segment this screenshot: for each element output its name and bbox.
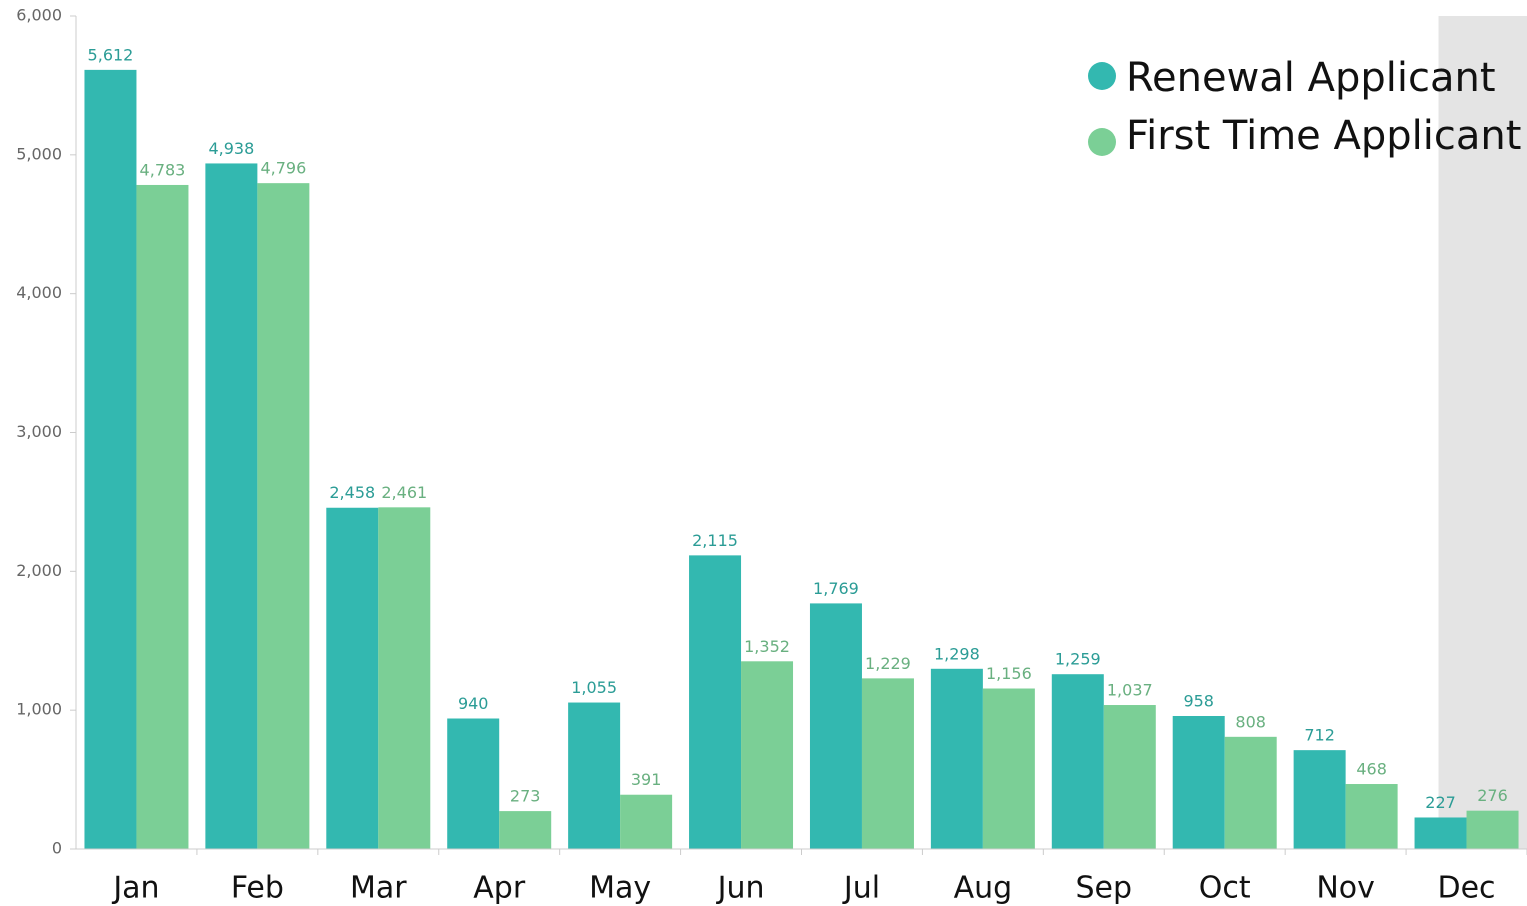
y-tick-label: 4,000 [16, 283, 62, 302]
value-label: 940 [458, 694, 489, 713]
y-tick-label: 3,000 [16, 422, 62, 441]
bar [982, 688, 1035, 849]
bar [861, 678, 914, 849]
bar [620, 794, 673, 849]
x-tick-label: Nov [1316, 871, 1375, 906]
value-label: 4,938 [208, 139, 254, 158]
bar [568, 702, 621, 849]
value-label: 712 [1304, 726, 1335, 745]
y-tick-label: 2,000 [16, 561, 62, 580]
value-label: 2,115 [692, 531, 738, 550]
x-tick-label: Apr [473, 871, 526, 906]
y-tick-label: 6,000 [16, 6, 62, 25]
y-tick-label: 0 [52, 839, 62, 858]
bar [741, 661, 794, 849]
x-tick-label: Feb [231, 871, 284, 906]
bar [447, 718, 500, 849]
bar [499, 811, 552, 849]
bar [84, 69, 137, 850]
value-label: 2,461 [381, 483, 427, 502]
highlight-band [1438, 16, 1527, 849]
legend-label: Renewal Applicant [1126, 55, 1496, 101]
bar [205, 163, 258, 850]
bar [1414, 817, 1467, 849]
value-label: 1,156 [986, 664, 1032, 683]
x-tick-label: Mar [350, 871, 407, 906]
bar [378, 507, 431, 849]
bar [1345, 784, 1398, 849]
bar [1466, 810, 1519, 849]
x-tick-label: Jan [111, 871, 159, 906]
x-tick-label: Jul [842, 871, 880, 906]
value-label: 5,612 [88, 45, 134, 64]
value-label: 1,259 [1055, 650, 1101, 669]
value-label: 1,298 [934, 644, 980, 663]
bar [257, 183, 310, 849]
x-tick-label: Jun [716, 871, 765, 906]
value-label: 227 [1425, 793, 1456, 812]
y-tick-label: 5,000 [16, 144, 62, 163]
value-label: 958 [1183, 691, 1214, 710]
x-tick-label: Dec [1438, 871, 1496, 906]
value-label: 1,055 [571, 678, 617, 697]
x-tick-label: Oct [1199, 871, 1251, 906]
y-tick-label: 1,000 [16, 700, 62, 719]
value-label: 4,796 [260, 159, 306, 178]
x-tick-label: Sep [1076, 871, 1133, 906]
value-label: 468 [1356, 760, 1387, 779]
bar [1051, 674, 1104, 849]
bar [809, 603, 862, 849]
value-label: 391 [631, 770, 662, 789]
bar [1172, 715, 1225, 849]
bar [1103, 705, 1156, 849]
bar [689, 555, 742, 849]
legend-swatch [1088, 128, 1116, 156]
value-label: 276 [1477, 786, 1508, 805]
legend-label: First Time Applicant [1126, 113, 1521, 159]
x-tick-label: May [589, 871, 651, 906]
value-label: 2,458 [329, 483, 375, 502]
bar [326, 507, 379, 849]
value-label: 1,352 [744, 637, 790, 656]
x-tick-label: Aug [954, 871, 1013, 906]
value-label: 1,037 [1107, 681, 1153, 700]
value-label: 4,783 [140, 160, 186, 179]
value-label: 808 [1235, 712, 1266, 731]
bar [1224, 736, 1277, 849]
value-label: 1,229 [865, 654, 911, 673]
legend-swatch [1088, 62, 1116, 90]
bar [136, 184, 189, 850]
value-label: 1,769 [813, 579, 859, 598]
bar [1293, 750, 1346, 849]
bar [930, 668, 983, 849]
value-label: 273 [510, 787, 541, 806]
